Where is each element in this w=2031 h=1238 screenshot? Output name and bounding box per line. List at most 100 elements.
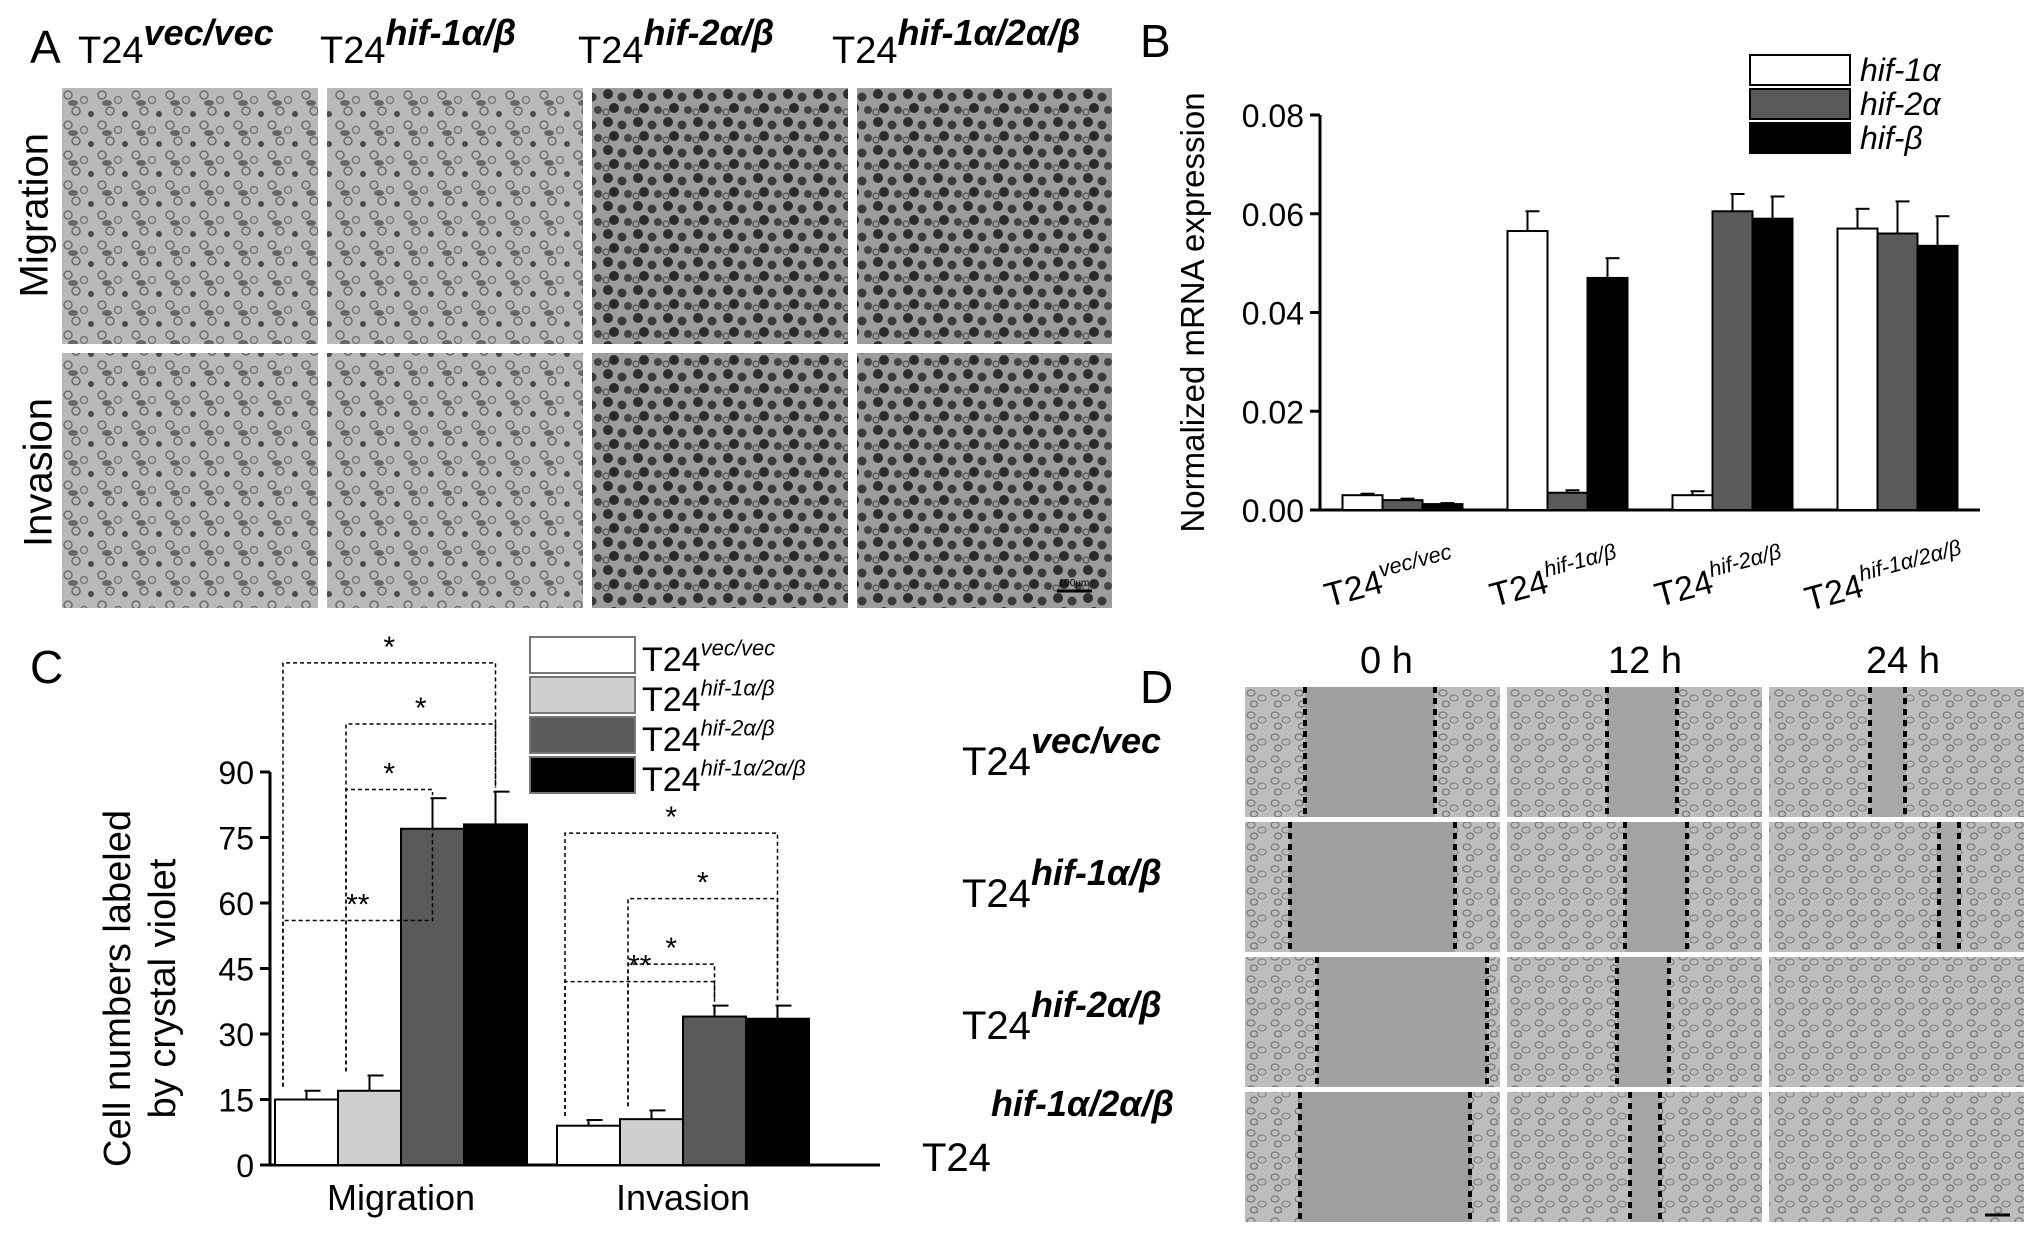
chart-b-bar (1381, 499, 1424, 511)
panel-d-time-0: 0 h (1360, 640, 1413, 682)
panel-d-time-24: 24 h (1866, 640, 1940, 682)
panel-a-col-label-4: T24hif-1α/2α/β (832, 12, 1081, 72)
chart-b-ytick-label: 0.08 (1242, 98, 1304, 134)
chart-c-bar (274, 1098, 339, 1166)
chart-b-ylabel: Normalized mRNA expression (1174, 92, 1211, 532)
scale-bar-label: 100μm (1059, 578, 1090, 589)
chart-b-bar (1836, 227, 1879, 511)
chart-c-significance-label: * (665, 801, 677, 834)
chart-b-bar (1546, 491, 1589, 511)
chart-c-ytick-label: 30 (218, 1017, 254, 1053)
panel-a-row-label-invasion: Invasion (16, 398, 61, 547)
scratch-row-vec (1245, 687, 2024, 817)
micrograph-invasion-hif12 (857, 353, 1112, 608)
chart-c-significance-label: ** (346, 888, 370, 921)
micrograph-migration-vec (62, 88, 318, 344)
chart-b-ytick-label: 0.00 (1242, 493, 1304, 529)
chart-b-xtick-label-text: T24vec/vec (1319, 539, 1459, 615)
chart-b-ytick-label: 0.02 (1242, 394, 1304, 430)
chart-c: 0 15 30 45 60 75 90 Cell numbers labeled by crys… (97, 631, 880, 1218)
chart-b-ytick-label: 0.06 (1242, 197, 1304, 233)
chart-c-bar (682, 1015, 747, 1166)
chart-c-legend-swatch (529, 676, 636, 714)
chart-c-ytick-label: 75 (218, 821, 254, 857)
chart-c-legend-label-text: T24hif-2α/β (642, 716, 775, 759)
chart-b-bar (1916, 244, 1959, 511)
chart-c-ylabel-line-1: Cell numbers labeled (97, 810, 139, 1167)
chart-b-legend-label: hif-2α (1860, 86, 1941, 122)
chart-b-bar (1876, 232, 1919, 511)
chart-c-significance-bracket (564, 832, 779, 1117)
chart-b-bar (1586, 276, 1629, 511)
chart-b-xtick-label-text: T24hif-2α/β (1649, 539, 1789, 615)
chart-c-significance-bracket (282, 662, 497, 1087)
chart-c-legend-swatch (529, 716, 636, 754)
panel-d-row-label-3: T24hif-2α/β (962, 984, 1162, 1048)
chart-c-significance-label: ** (628, 950, 652, 983)
chart-b-bar (1421, 503, 1464, 512)
chart-b-xtick-label: T24hif-1α/β (1484, 539, 1624, 615)
chart-c-bar (463, 823, 528, 1166)
chart-c-ytick-label: 45 (218, 952, 254, 988)
chart-b-xtick-label: T24hif-2α/β (1649, 539, 1789, 615)
scratch-row-hif1 (1245, 822, 2024, 952)
panel-a-letter: A (30, 21, 61, 73)
chart-c-ytick-label: 60 (218, 886, 254, 922)
chart-c-ylabel-line-2: by crystal violet (142, 858, 184, 1118)
chart-c-bar (619, 1118, 684, 1166)
scratch-row-hif12 (1245, 1092, 2024, 1222)
chart-c-legend-label-text: T24hif-1α/β (642, 676, 775, 719)
chart-c-ytick-label: 0 (236, 1148, 254, 1184)
panel-b-letter: B (1140, 15, 1171, 67)
chart-c-bar (556, 1124, 621, 1167)
chart-b-ytick-label: 0.04 (1242, 296, 1304, 332)
panel-c-letter: C (30, 641, 64, 693)
chart-c-legend-swatch (529, 636, 636, 674)
chart-c-ytick-label: 15 (218, 1083, 254, 1119)
chart-b-bar (1751, 217, 1794, 511)
chart-b-legend-label: hif-β (1860, 120, 1923, 156)
panel-a-col-label-3: T24hif-2α/β (578, 12, 775, 72)
chart-b-legend-swatch (1749, 54, 1851, 86)
chart-b-bar (1506, 230, 1549, 511)
panel-d-time-12: 12 h (1608, 640, 1682, 682)
panel-d-row-label-2: T24hif-1α/β (962, 852, 1162, 916)
panel-a-col-label-1: T24vec/vec (78, 12, 274, 72)
micrograph-invasion-vec (62, 353, 318, 608)
panel-d-row-label-4: T24hif-1α/2α/β (922, 1083, 1174, 1180)
chart-b-xtick-label-text: T24hif-1α/2α/β (1799, 535, 1969, 619)
chart-b-bar (1341, 494, 1384, 511)
chart-b-xtick-label: T24vec/vec (1319, 539, 1459, 615)
chart-c-significance-label: * (665, 932, 677, 965)
chart-b-bar (1711, 210, 1754, 511)
chart-c-significance-label: * (383, 757, 395, 790)
chart-c-legend-label: T24hif-1α/2α/β (642, 756, 806, 799)
scratch-row-hif2 (1245, 957, 2024, 1087)
chart-b-bar (1671, 494, 1714, 511)
micrograph-migration-hif1 (327, 88, 583, 344)
chart-c-significance-label: * (697, 867, 709, 900)
chart-c-bar (745, 1017, 810, 1167)
chart-b: 0.00 0.02 0.04 0.06 0.08 Normalized mRNA expr… (1174, 52, 1980, 619)
chart-c-significance-bracket (282, 794, 434, 1087)
panel-d-row-label-1: T24vec/vec (962, 720, 1162, 784)
micrograph-migration-hif12 (857, 88, 1112, 344)
chart-b-xtick-label-text: T24hif-1α/β (1484, 539, 1624, 615)
chart-c-ytick-label: 90 (218, 755, 254, 791)
chart-c-legend-label: T24hif-1α/β (642, 676, 775, 719)
panel-a-col-label-2: T24hif-1α/β (320, 12, 517, 72)
chart-c-legend-label: T24vec/vec (642, 636, 775, 679)
chart-c-legend-label-text: T24vec/vec (642, 636, 775, 679)
chart-b-legend-swatch (1749, 88, 1851, 120)
chart-c-legend-label: T24hif-2α/β (642, 716, 775, 759)
panel-a-micrographs: 100μm (62, 88, 1112, 608)
micrograph-migration-hif2 (592, 88, 848, 344)
chart-b-legend-label: hif-1α (1860, 52, 1941, 88)
micrograph-invasion-hif2 (592, 353, 848, 608)
chart-c-bar (337, 1089, 402, 1166)
panel-d-scratch-images (1245, 687, 2024, 1222)
chart-c-xtick-label: Invasion (616, 1177, 750, 1218)
micrograph-invasion-hif1 (327, 353, 583, 608)
chart-b-xtick-label: T24hif-1α/2α/β (1799, 535, 1969, 619)
chart-c-xtick-label: Migration (327, 1177, 475, 1218)
